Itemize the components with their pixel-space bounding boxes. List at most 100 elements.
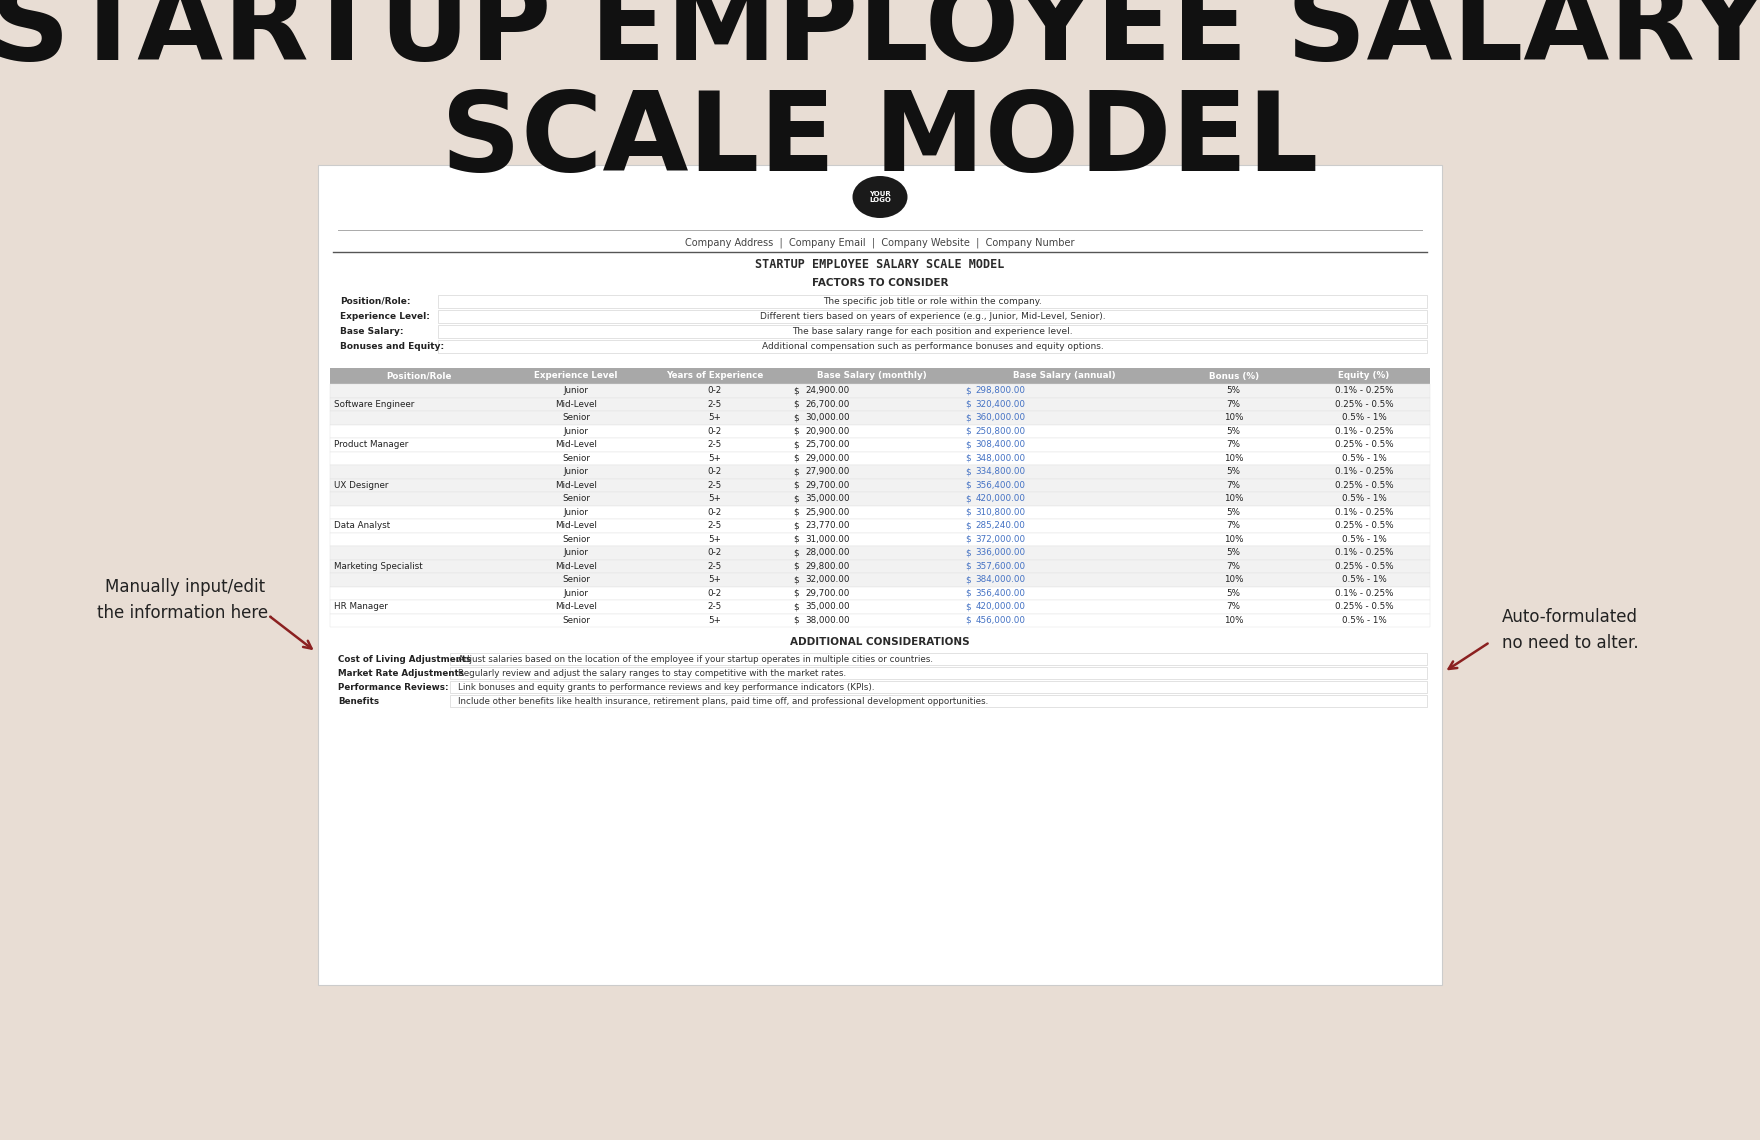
- Text: 356,400.00: 356,400.00: [975, 481, 1026, 490]
- Text: 384,000.00: 384,000.00: [975, 576, 1026, 584]
- Text: 35,000.00: 35,000.00: [804, 495, 850, 503]
- FancyBboxPatch shape: [451, 695, 1427, 707]
- Text: 5%: 5%: [1227, 386, 1241, 396]
- Text: 31,000.00: 31,000.00: [804, 535, 850, 544]
- Text: $: $: [794, 454, 799, 463]
- Text: $: $: [964, 507, 972, 516]
- Text: Additional compensation such as performance bonuses and equity options.: Additional compensation such as performa…: [762, 342, 1104, 351]
- Text: Junior: Junior: [563, 507, 588, 516]
- Text: Position/Role: Position/Role: [385, 372, 452, 381]
- FancyBboxPatch shape: [451, 681, 1427, 693]
- FancyBboxPatch shape: [438, 325, 1427, 337]
- Ellipse shape: [852, 176, 908, 218]
- FancyBboxPatch shape: [331, 438, 1429, 451]
- Text: 308,400.00: 308,400.00: [975, 440, 1026, 449]
- Text: The specific job title or role within the company.: The specific job title or role within th…: [824, 298, 1042, 306]
- Text: Market Rate Adjustments: Market Rate Adjustments: [338, 668, 465, 677]
- Text: $: $: [964, 413, 972, 422]
- FancyBboxPatch shape: [331, 424, 1429, 438]
- Text: Base Salary:: Base Salary:: [340, 327, 403, 336]
- Text: 2-5: 2-5: [708, 440, 722, 449]
- Text: 26,700.00: 26,700.00: [804, 400, 850, 409]
- Text: Junior: Junior: [563, 588, 588, 597]
- Text: STARTUP EMPLOYEE SALARY
SCALE MODEL: STARTUP EMPLOYEE SALARY SCALE MODEL: [0, 0, 1760, 194]
- Text: 5+: 5+: [709, 413, 722, 422]
- Text: 27,900.00: 27,900.00: [804, 467, 850, 477]
- FancyBboxPatch shape: [331, 532, 1429, 546]
- Text: $: $: [964, 481, 972, 490]
- Text: $: $: [794, 562, 799, 571]
- Text: 29,700.00: 29,700.00: [804, 481, 850, 490]
- Text: The base salary range for each position and experience level.: The base salary range for each position …: [792, 327, 1074, 336]
- Text: Equity (%): Equity (%): [1338, 372, 1390, 381]
- FancyBboxPatch shape: [438, 295, 1427, 308]
- Text: Bonuses and Equity:: Bonuses and Equity:: [340, 342, 444, 351]
- Text: $: $: [964, 386, 972, 396]
- Text: 0.5% - 1%: 0.5% - 1%: [1341, 454, 1387, 463]
- Text: Junior: Junior: [563, 467, 588, 477]
- Text: Mid-Level: Mid-Level: [554, 562, 597, 571]
- Text: 2-5: 2-5: [708, 521, 722, 530]
- Text: $: $: [794, 521, 799, 530]
- Text: 0-2: 0-2: [708, 588, 722, 597]
- Text: $: $: [964, 426, 972, 435]
- Text: $: $: [794, 481, 799, 490]
- Text: Company Address  |  Company Email  |  Company Website  |  Company Number: Company Address | Company Email | Compan…: [685, 237, 1075, 247]
- FancyBboxPatch shape: [331, 546, 1429, 560]
- Text: 298,800.00: 298,800.00: [975, 386, 1026, 396]
- Text: 24,900.00: 24,900.00: [804, 386, 850, 396]
- Text: Include other benefits like health insurance, retirement plans, paid time off, a: Include other benefits like health insur…: [458, 697, 989, 706]
- FancyBboxPatch shape: [331, 492, 1429, 505]
- Text: $: $: [794, 507, 799, 516]
- Text: Performance Reviews:: Performance Reviews:: [338, 683, 449, 692]
- Text: 2-5: 2-5: [708, 481, 722, 490]
- Text: 357,600.00: 357,600.00: [975, 562, 1026, 571]
- Text: Senior: Senior: [561, 535, 590, 544]
- Text: Benefits: Benefits: [338, 697, 378, 706]
- Text: 29,000.00: 29,000.00: [804, 454, 850, 463]
- Text: 250,800.00: 250,800.00: [975, 426, 1026, 435]
- Text: UX Designer: UX Designer: [334, 481, 389, 490]
- Text: 35,000.00: 35,000.00: [804, 602, 850, 611]
- Text: Senior: Senior: [561, 576, 590, 584]
- Text: $: $: [964, 495, 972, 503]
- Text: 10%: 10%: [1223, 413, 1243, 422]
- Text: Software Engineer: Software Engineer: [334, 400, 414, 409]
- Text: 348,000.00: 348,000.00: [975, 454, 1026, 463]
- Text: Regularly review and adjust the salary ranges to stay competitive with the marke: Regularly review and adjust the salary r…: [458, 668, 847, 677]
- FancyBboxPatch shape: [331, 586, 1429, 600]
- Text: 0.25% - 0.5%: 0.25% - 0.5%: [1334, 440, 1394, 449]
- Text: 2-5: 2-5: [708, 400, 722, 409]
- FancyBboxPatch shape: [331, 412, 1429, 424]
- Text: 5+: 5+: [709, 616, 722, 625]
- Text: 5+: 5+: [709, 576, 722, 584]
- Text: $: $: [794, 576, 799, 584]
- Text: 7%: 7%: [1227, 562, 1241, 571]
- Text: Marketing Specialist: Marketing Specialist: [334, 562, 422, 571]
- Text: 25,700.00: 25,700.00: [804, 440, 850, 449]
- Text: 7%: 7%: [1227, 440, 1241, 449]
- Text: 0.1% - 0.25%: 0.1% - 0.25%: [1334, 386, 1394, 396]
- Text: 7%: 7%: [1227, 602, 1241, 611]
- Text: 5%: 5%: [1227, 548, 1241, 557]
- Text: Product Manager: Product Manager: [334, 440, 408, 449]
- Text: 372,000.00: 372,000.00: [975, 535, 1026, 544]
- Text: HR Manager: HR Manager: [334, 602, 387, 611]
- Text: 5+: 5+: [709, 495, 722, 503]
- Text: 0.1% - 0.25%: 0.1% - 0.25%: [1334, 467, 1394, 477]
- Text: Junior: Junior: [563, 548, 588, 557]
- Text: $: $: [794, 495, 799, 503]
- Text: 0.5% - 1%: 0.5% - 1%: [1341, 413, 1387, 422]
- FancyBboxPatch shape: [438, 310, 1427, 323]
- FancyBboxPatch shape: [331, 505, 1429, 519]
- Text: Mid-Level: Mid-Level: [554, 481, 597, 490]
- Text: Mid-Level: Mid-Level: [554, 521, 597, 530]
- FancyBboxPatch shape: [331, 384, 1429, 398]
- Text: 5+: 5+: [709, 535, 722, 544]
- Text: 7%: 7%: [1227, 400, 1241, 409]
- Text: 5%: 5%: [1227, 467, 1241, 477]
- Text: 0-2: 0-2: [708, 507, 722, 516]
- Text: 310,800.00: 310,800.00: [975, 507, 1026, 516]
- FancyBboxPatch shape: [438, 340, 1427, 353]
- FancyBboxPatch shape: [331, 479, 1429, 492]
